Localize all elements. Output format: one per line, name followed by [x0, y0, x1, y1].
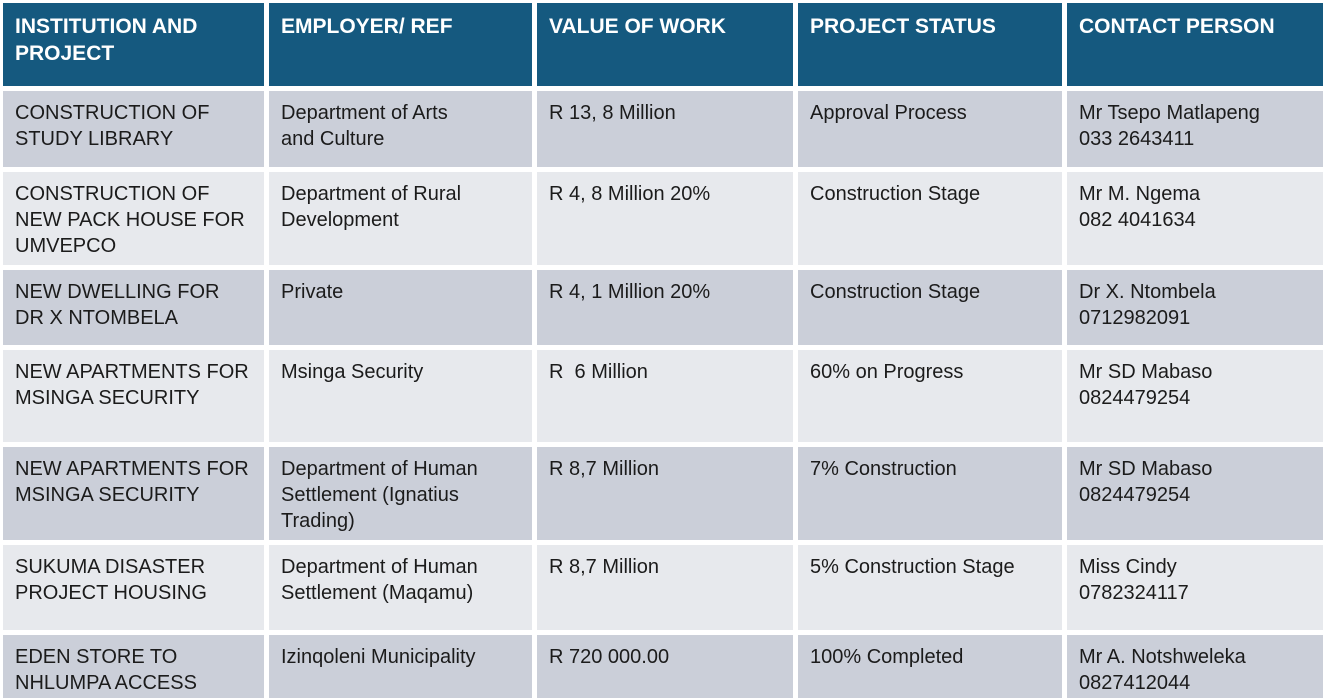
cell-value-of-work: R 13, 8 Million	[537, 91, 793, 167]
cell-employer-ref: Department of Human Settlement (Ignatius…	[269, 447, 532, 540]
cell-institution-project: CONSTRUCTION OF NEW PACK HOUSE FOR UMVEP…	[3, 172, 264, 265]
cell-project-status: 60% on Progress	[798, 350, 1062, 442]
column-header-institution-project: INSTITUTION AND PROJECT	[3, 3, 264, 86]
cell-project-status: 100% Completed	[798, 635, 1062, 698]
cell-value-of-work: R 4, 1 Million 20%	[537, 270, 793, 345]
cell-value-of-work: R 720 000.00	[537, 635, 793, 698]
cell-value-of-work: R 6 Million	[537, 350, 793, 442]
cell-contact-person: Miss Cindy 0782324117	[1067, 545, 1323, 630]
column-header-value-of-work: VALUE OF WORK	[537, 3, 793, 86]
cell-contact-person: Mr A. Notshweleka 0827412044	[1067, 635, 1323, 698]
cell-contact-person: Mr Tsepo Matlapeng 033 2643411	[1067, 91, 1323, 167]
cell-institution-project: EDEN STORE TO NHLUMPA ACCESS	[3, 635, 264, 698]
table-row: NEW DWELLING FOR DR X NTOMBELA Private R…	[3, 270, 1323, 345]
cell-institution-project: CONSTRUCTION OF STUDY LIBRARY	[3, 91, 264, 167]
column-header-contact-person: CONTACT PERSON	[1067, 3, 1323, 86]
cell-employer-ref: Izinqoleni Municipality	[269, 635, 532, 698]
cell-contact-person: Dr X. Ntombela 0712982091	[1067, 270, 1323, 345]
table-row: EDEN STORE TO NHLUMPA ACCESS Izinqoleni …	[3, 635, 1323, 698]
table-row: NEW APARTMENTS FOR MSINGA SECURITY Msing…	[3, 350, 1323, 442]
table-row: SUKUMA DISASTER PROJECT HOUSING Departme…	[3, 545, 1323, 630]
cell-value-of-work: R 8,7 Million	[537, 545, 793, 630]
cell-project-status: Construction Stage	[798, 270, 1062, 345]
cell-institution-project: NEW DWELLING FOR DR X NTOMBELA	[3, 270, 264, 345]
cell-value-of-work: R 8,7 Million	[537, 447, 793, 540]
cell-employer-ref: Department of Rural Development	[269, 172, 532, 265]
cell-employer-ref: Department of Human Settlement (Maqamu)	[269, 545, 532, 630]
cell-project-status: Construction Stage	[798, 172, 1062, 265]
table-row: CONSTRUCTION OF STUDY LIBRARY Department…	[3, 91, 1323, 167]
cell-institution-project: NEW APARTMENTS FOR MSINGA SECURITY	[3, 447, 264, 540]
cell-contact-person: Mr SD Mabaso 0824479254	[1067, 447, 1323, 540]
cell-contact-person: Mr SD Mabaso 0824479254	[1067, 350, 1323, 442]
cell-institution-project: NEW APARTMENTS FOR MSINGA SECURITY	[3, 350, 264, 442]
cell-employer-ref: Private	[269, 270, 532, 345]
table-row: CONSTRUCTION OF NEW PACK HOUSE FOR UMVEP…	[3, 172, 1323, 265]
cell-employer-ref: Department of Arts and Culture	[269, 91, 532, 167]
cell-value-of-work: R 4, 8 Million 20%	[537, 172, 793, 265]
column-header-employer-ref: EMPLOYER/ REF	[269, 3, 532, 86]
cell-project-status: 7% Construction	[798, 447, 1062, 540]
cell-contact-person: Mr M. Ngema 082 4041634	[1067, 172, 1323, 265]
table-row: NEW APARTMENTS FOR MSINGA SECURITY Depar…	[3, 447, 1323, 540]
column-header-project-status: PROJECT STATUS	[798, 3, 1062, 86]
cell-project-status: Approval Process	[798, 91, 1062, 167]
cell-project-status: 5% Construction Stage	[798, 545, 1062, 630]
header-row: INSTITUTION AND PROJECT EMPLOYER/ REF VA…	[3, 3, 1323, 86]
cell-employer-ref: Msinga Security	[269, 350, 532, 442]
cell-institution-project: SUKUMA DISASTER PROJECT HOUSING	[3, 545, 264, 630]
